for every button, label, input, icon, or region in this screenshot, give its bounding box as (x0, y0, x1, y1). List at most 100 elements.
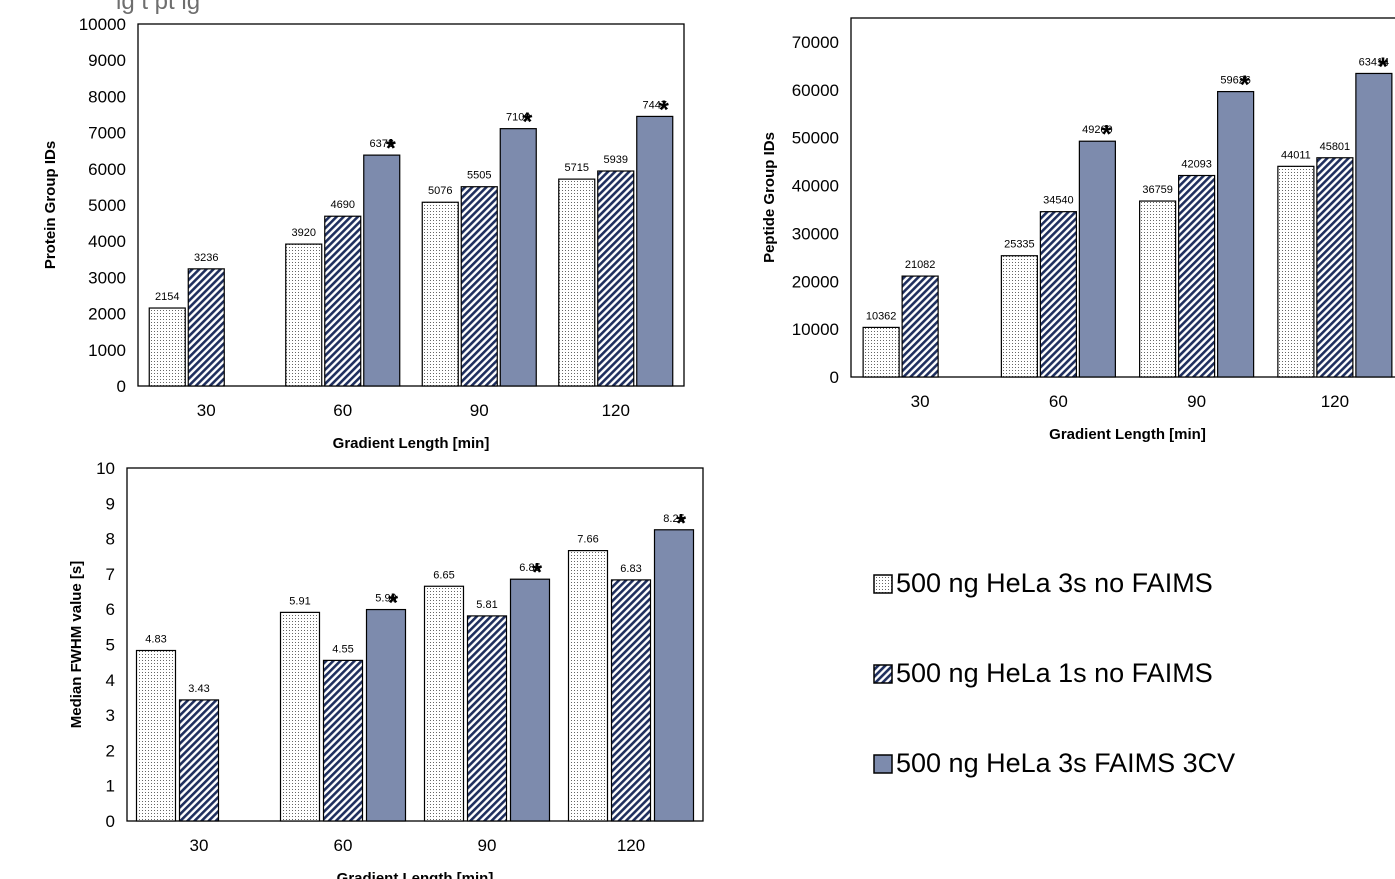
significance-asterisk: * (1101, 119, 1112, 149)
data-label: 5939 (604, 154, 628, 166)
data-label: 4.83 (145, 634, 166, 646)
data-label: 8.25 (663, 513, 684, 525)
y-tick-label: 1 (106, 777, 115, 796)
bar (285, 243, 323, 387)
y-axis-title: Protein Group IDs (42, 141, 59, 269)
x-tick-label: 90 (478, 836, 497, 855)
bar (322, 659, 364, 822)
data-label: 34540 (1043, 195, 1074, 207)
bar (1277, 165, 1315, 378)
y-axis-title: Peptide Group IDs (761, 132, 778, 263)
x-tick-label: 60 (334, 836, 353, 855)
bar (279, 611, 321, 822)
bar (460, 186, 498, 387)
x-tick-label: 90 (1187, 392, 1206, 411)
significance-asterisk: * (1378, 51, 1389, 81)
bar (509, 578, 551, 822)
y-tick-label: 4 (106, 671, 115, 690)
bar (135, 649, 177, 822)
y-tick-label: 6000 (88, 160, 126, 179)
x-axis-title: Gradient Length [min] (333, 435, 490, 452)
x-tick-label: 120 (602, 401, 630, 420)
y-tick-label: 6 (106, 600, 115, 619)
data-label: 4690 (331, 199, 355, 211)
plot-border (126, 467, 704, 822)
data-label: 5.91 (289, 595, 310, 607)
significance-asterisk: * (659, 94, 670, 124)
data-label: 6.65 (433, 569, 454, 581)
y-tick-label: 7 (106, 565, 115, 584)
protein-group-ids-chart: 0 1000 2000 3000 4000 5000 6000 7000 8000 9000 100… (42, 15, 685, 452)
y-tick-label: 8 (106, 530, 115, 549)
bar (610, 579, 652, 822)
y-tick-label: 1000 (88, 341, 126, 360)
bar (567, 550, 609, 822)
x-tick-label: 30 (190, 836, 209, 855)
bar (363, 154, 401, 387)
y-tick-label: 10 (96, 459, 115, 478)
y-tick-label: 40000 (792, 177, 839, 196)
y-axis-title: Median FWHM value [s] (68, 561, 85, 729)
significance-asterisk: * (522, 107, 533, 137)
y-tick-label: 9000 (88, 51, 126, 70)
data-label: 7109 (506, 112, 530, 124)
bar (466, 615, 508, 822)
y-tick-label: 0 (830, 368, 839, 387)
data-label: 63414 (1359, 56, 1390, 68)
bar (324, 215, 362, 387)
y-tick-label: 4000 (88, 232, 126, 251)
data-label: 6.83 (620, 563, 641, 575)
significance-asterisk: * (532, 557, 543, 587)
y-tick-label: 7000 (88, 124, 126, 143)
bar (1078, 140, 1116, 378)
plot-border (137, 23, 685, 387)
bar (1000, 255, 1038, 378)
y-tick-label: 2000 (88, 305, 126, 324)
data-label: 59626 (1220, 75, 1251, 87)
significance-asterisk: * (1240, 70, 1251, 100)
bar (901, 275, 939, 378)
bar (1039, 211, 1077, 378)
legend-swatch-dots-icon (873, 573, 893, 594)
data-label: 42093 (1181, 159, 1212, 171)
y-tick-label: 20000 (792, 272, 839, 291)
y-tick-label: 9 (106, 494, 115, 513)
bar (421, 201, 459, 387)
data-label: 2154 (155, 291, 179, 303)
y-tick-label: 10000 (79, 15, 126, 34)
legend-item-3s-no-faims: 500 ng HeLa 3s no FAIMS (872, 568, 1213, 599)
data-label: 7.66 (577, 534, 598, 546)
x-tick-label: 60 (333, 401, 352, 420)
significance-asterisk: * (386, 133, 397, 163)
median-fwhm-chart: 0123456789104.833.43305.914.555.99*606.6… (68, 459, 704, 879)
x-axis-title: Gradient Length [min] (1049, 426, 1206, 443)
cropped-figure-title: ig t pt ig (116, 0, 201, 15)
bar (636, 115, 674, 387)
data-label: 3.43 (188, 683, 209, 695)
y-tick-label: 3000 (88, 268, 126, 287)
y-tick-label: 2 (106, 741, 115, 760)
data-label: 5076 (428, 185, 452, 197)
data-label: 4.55 (332, 643, 353, 655)
legend-label: 500 ng HeLa 1s no FAIMS (896, 658, 1213, 688)
bar (365, 608, 407, 822)
data-label: 5505 (467, 170, 491, 182)
y-tick-label: 0 (106, 812, 115, 831)
bar (862, 326, 900, 378)
x-tick-label: 90 (470, 401, 489, 420)
y-tick-label: 8000 (88, 87, 126, 106)
data-label: 7447 (643, 99, 667, 111)
y-tick-label: 3 (106, 706, 115, 725)
significance-asterisk: * (388, 588, 399, 618)
bar (1139, 200, 1177, 378)
bar (178, 699, 220, 822)
data-label: 36759 (1142, 184, 1173, 196)
legend-label: 500 ng HeLa 3s FAIMS 3CV (896, 748, 1236, 778)
peptide-group-ids-chart: 0 10000 20000 30000 40000 50000 60000 70000 1036… (761, 17, 1395, 443)
x-tick-label: 30 (911, 392, 930, 411)
bar (499, 128, 537, 387)
legend-item-3s-faims-3cv: 500 ng HeLa 3s FAIMS 3CV (872, 748, 1235, 779)
plot-border (850, 17, 1395, 378)
x-tick-label: 30 (197, 401, 216, 420)
y-tick-label: 10000 (792, 320, 839, 339)
